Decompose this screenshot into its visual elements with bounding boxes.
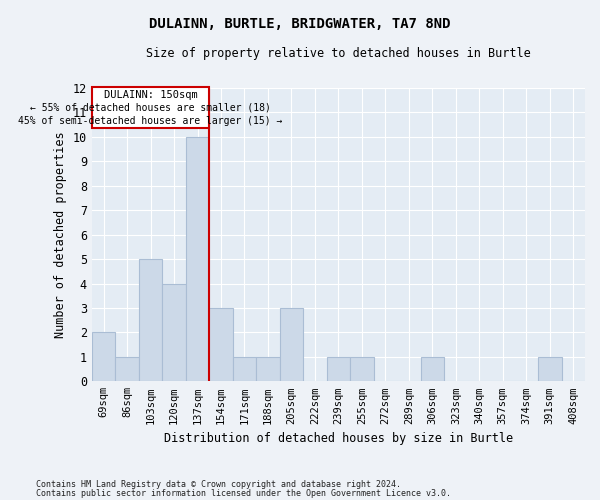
Bar (115, 357, 139, 382)
Text: DULAINN: 150sqm: DULAINN: 150sqm (104, 90, 197, 101)
FancyBboxPatch shape (92, 87, 209, 128)
Bar (209, 308, 233, 382)
Text: Contains HM Land Registry data © Crown copyright and database right 2024.: Contains HM Land Registry data © Crown c… (36, 480, 401, 489)
Bar (92, 332, 115, 382)
Bar (421, 357, 444, 382)
Bar (256, 357, 280, 382)
Bar (350, 357, 374, 382)
Bar (326, 357, 350, 382)
Bar (162, 284, 186, 382)
Text: DULAINN, BURTLE, BRIDGWATER, TA7 8ND: DULAINN, BURTLE, BRIDGWATER, TA7 8ND (149, 18, 451, 32)
Text: 45% of semi-detached houses are larger (15) →: 45% of semi-detached houses are larger (… (19, 116, 283, 126)
Text: ← 55% of detached houses are smaller (18): ← 55% of detached houses are smaller (18… (30, 102, 271, 113)
Text: Contains public sector information licensed under the Open Government Licence v3: Contains public sector information licen… (36, 490, 451, 498)
Bar (280, 308, 303, 382)
Bar (139, 259, 162, 382)
Title: Size of property relative to detached houses in Burtle: Size of property relative to detached ho… (146, 48, 531, 60)
Bar (186, 137, 209, 382)
X-axis label: Distribution of detached houses by size in Burtle: Distribution of detached houses by size … (164, 432, 513, 445)
Bar (538, 357, 562, 382)
Bar (233, 357, 256, 382)
Y-axis label: Number of detached properties: Number of detached properties (54, 132, 67, 338)
